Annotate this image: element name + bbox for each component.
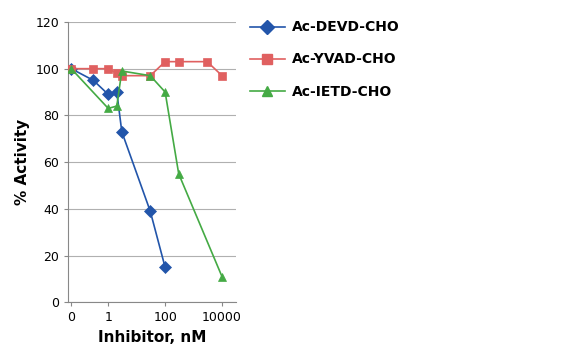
X-axis label: Inhibitor, nM: Inhibitor, nM: [98, 330, 206, 345]
Y-axis label: % Activity: % Activity: [15, 119, 30, 205]
Legend: Ac-DEVD-CHO, Ac-YVAD-CHO, Ac-IETD-CHO: Ac-DEVD-CHO, Ac-YVAD-CHO, Ac-IETD-CHO: [244, 15, 405, 104]
